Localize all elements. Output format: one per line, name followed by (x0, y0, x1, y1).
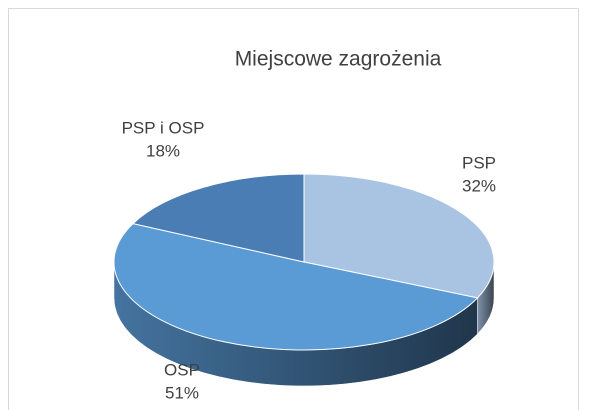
slice (303, 173, 495, 299)
data-label-name: PSP (462, 153, 496, 172)
slice (131, 173, 305, 263)
data-label-name: OSP (164, 360, 200, 379)
data-label-value: 18% (146, 141, 180, 160)
data-label-name: PSP i OSP (122, 118, 205, 137)
chart-title: Miejscowe zagrożenia (235, 48, 442, 71)
data-label-value: 32% (462, 176, 496, 195)
slice (113, 223, 479, 351)
data-label-value: 51% (165, 383, 199, 402)
